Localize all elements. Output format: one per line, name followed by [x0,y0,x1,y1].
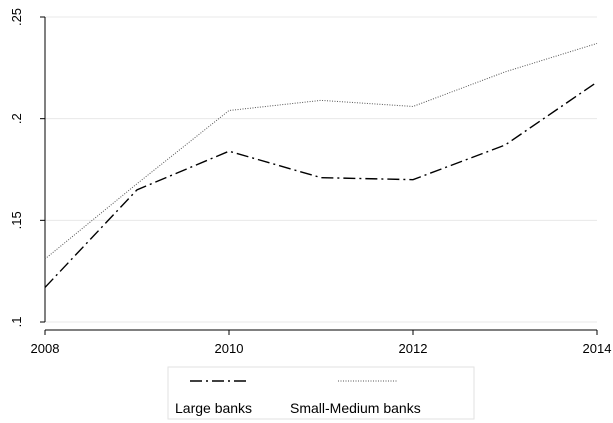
legend: Large banks Small-Medium banks [167,366,475,420]
y-tick-label: .1 [9,317,24,328]
x-tick-label: 2010 [215,341,244,356]
axes: .1 .15 .2 .25 2008 2010 2012 2014 [9,8,611,356]
x-tick-label: 2008 [31,341,60,356]
series-line-large-banks [44,81,598,288]
x-tick-label: 2012 [399,341,428,356]
y-tick-label: .2 [9,113,24,124]
legend-label-small-medium-banks: Small-Medium banks [290,400,421,416]
legend-box [167,366,475,420]
series-line-small-medium-banks [44,42,598,260]
y-tick-label: .25 [9,8,24,26]
x-tick-label: 2014 [583,341,612,356]
legend-label-large-banks: Large banks [175,400,252,416]
gridlines [45,16,597,323]
y-tick-label: .15 [9,211,24,229]
series-lines [44,42,598,288]
